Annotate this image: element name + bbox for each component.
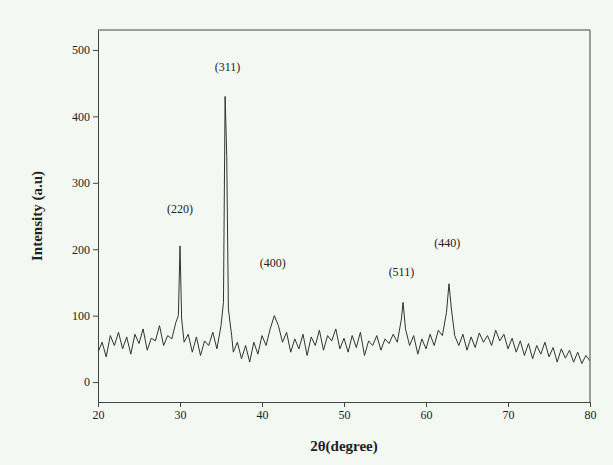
x-tick-mark bbox=[262, 402, 263, 407]
y-tick: 200 bbox=[72, 243, 98, 257]
x-tick-label: 80 bbox=[585, 408, 597, 422]
y-tick-label: 300 bbox=[72, 176, 90, 190]
y-axis-title: Intensity (a.u) bbox=[29, 171, 46, 261]
y-tick-label: 0 bbox=[84, 375, 90, 389]
y-axis-line bbox=[98, 31, 99, 403]
y-tick-mark bbox=[93, 50, 98, 51]
marks bbox=[98, 96, 590, 363]
y-tick-label: 100 bbox=[72, 309, 90, 323]
y-axis: 0 100 200 300 400 500 bbox=[72, 31, 99, 403]
annotations: (220) (311) (400) (511) (440) bbox=[167, 60, 460, 279]
y-tick-mark bbox=[93, 316, 98, 317]
peak-label: (311) bbox=[215, 60, 241, 74]
x-tick-mark bbox=[180, 402, 181, 407]
x-tick-label: 40 bbox=[257, 408, 269, 422]
x-axis-title: 2θ(degree) bbox=[310, 438, 378, 455]
x-axis: 20 30 40 50 60 70 80 bbox=[93, 402, 597, 422]
x-tick: 70 bbox=[503, 402, 515, 422]
x-tick: 80 bbox=[585, 402, 597, 422]
y-tick: 100 bbox=[72, 309, 98, 323]
y-tick-mark bbox=[93, 116, 98, 117]
x-tick: 20 bbox=[93, 402, 105, 422]
x-tick-label: 60 bbox=[421, 408, 433, 422]
x-tick: 40 bbox=[257, 402, 269, 422]
x-tick-label: 70 bbox=[503, 408, 515, 422]
peak-label: (400) bbox=[260, 256, 286, 270]
y-tick-label: 500 bbox=[72, 43, 90, 57]
xrd-line bbox=[98, 96, 590, 363]
y-tick-label: 200 bbox=[72, 243, 90, 257]
y-tick-mark bbox=[93, 183, 98, 184]
y-tick: 400 bbox=[72, 110, 98, 124]
y-tick: 300 bbox=[72, 176, 98, 190]
x-tick-mark bbox=[98, 402, 99, 407]
y-tick-label: 400 bbox=[72, 110, 90, 124]
x-tick-label: 50 bbox=[339, 408, 351, 422]
x-tick-mark bbox=[590, 402, 591, 407]
x-tick-mark bbox=[508, 402, 509, 407]
plot-area: 20 30 40 50 60 70 80 0 100 200 300 400 500 (220) (311)… bbox=[72, 30, 597, 422]
peak-label: (220) bbox=[167, 202, 193, 216]
y-tick-mark bbox=[93, 249, 98, 250]
x-tick: 50 bbox=[339, 402, 351, 422]
y-tick-mark bbox=[93, 382, 98, 383]
x-tick-label: 20 bbox=[93, 408, 105, 422]
x-tick-label: 30 bbox=[175, 408, 187, 422]
frame-right bbox=[590, 30, 591, 402]
peak-label: (440) bbox=[434, 236, 460, 250]
frame-top bbox=[98, 30, 590, 31]
x-tick: 60 bbox=[421, 402, 433, 422]
y-tick: 500 bbox=[72, 43, 98, 57]
x-tick: 30 bbox=[175, 402, 187, 422]
x-tick-mark bbox=[426, 402, 427, 407]
chart: 20 30 40 50 60 70 80 0 100 200 300 400 500 (220) (311)… bbox=[0, 0, 613, 465]
peak-label: (511) bbox=[389, 265, 415, 279]
y-tick: 0 bbox=[84, 375, 98, 389]
x-tick-mark bbox=[344, 402, 345, 407]
